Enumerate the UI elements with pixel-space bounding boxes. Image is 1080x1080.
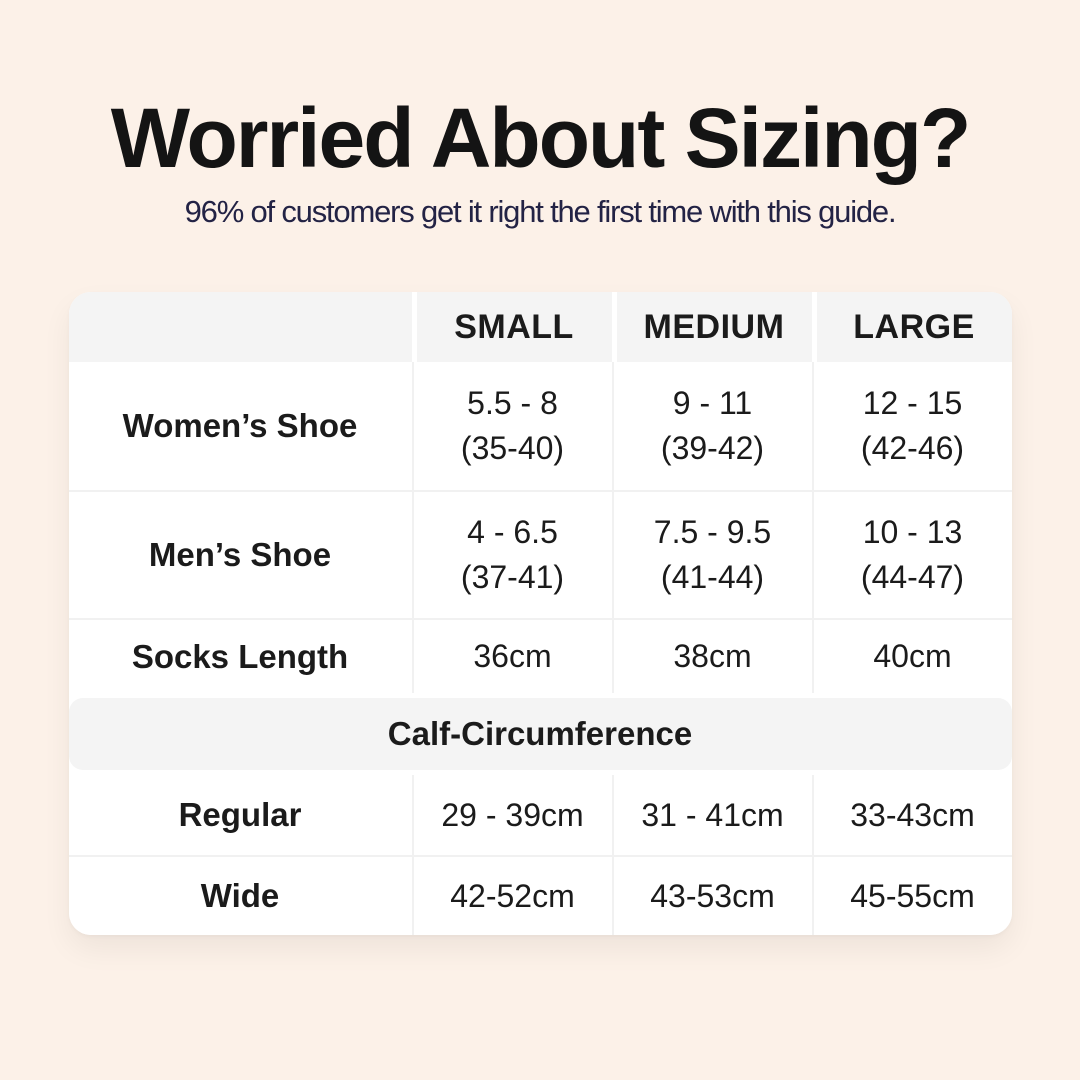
- value-line-eu: (41-44): [660, 559, 765, 596]
- cell-wide-large: 45-55cm: [811, 857, 1012, 936]
- cell-regular-large: 33-43cm: [811, 775, 1012, 856]
- row-label-womens-shoe: Women’s Shoe: [122, 407, 358, 445]
- table-row-socks-length: Socks Length 36cm 38cm 40cm: [68, 618, 1012, 694]
- cell-regular-small: 29 - 39cm: [411, 775, 612, 856]
- table-row-mens-shoe: Men’s Shoe 4 - 6.5 (37-41) 7.5 - 9.5 (41…: [68, 490, 1012, 619]
- cell-regular-medium: 31 - 41cm: [611, 775, 812, 856]
- value-line-eu: (44-47): [860, 559, 965, 596]
- cell-mens-medium: 7.5 - 9.5 (41-44): [611, 492, 812, 619]
- row-label-wide: Wide: [200, 877, 280, 915]
- page-subtitle: 96% of customers get it right the first …: [184, 194, 897, 230]
- value-line-us: 4 - 6.5: [467, 514, 558, 551]
- table-row-regular: Regular 29 - 39cm 31 - 41cm 33-43cm: [68, 775, 1012, 856]
- row-label-mens-shoe: Men’s Shoe: [148, 536, 332, 574]
- column-header-empty: [69, 292, 412, 362]
- cell-mens-small: 4 - 6.5 (37-41): [411, 492, 612, 619]
- row-label-regular: Regular: [178, 796, 302, 834]
- value-line-eu: (35-40): [460, 430, 565, 467]
- cell-wide-medium: 43-53cm: [611, 857, 812, 936]
- value-line-us: 12 - 15: [862, 385, 963, 422]
- value-line-us: 9 - 11: [672, 385, 753, 422]
- page-title: Worried About Sizing?: [110, 91, 972, 185]
- table-row-womens-shoe: Women’s Shoe 5.5 - 8 (35-40) 9 - 11 (39-…: [68, 362, 1012, 491]
- cell-womens-small: 5.5 - 8 (35-40): [411, 362, 612, 491]
- table-row-wide: Wide 42-52cm 43-53cm 45-55cm: [68, 855, 1012, 936]
- size-chart-table: SMALL MEDIUM LARGE Women’s Shoe 5.5 - 8 …: [68, 292, 1012, 936]
- section-header-calf-circumference: Calf-Circumference: [68, 698, 1012, 771]
- cell-socks-large: 40cm: [811, 620, 1012, 694]
- value-line-eu: (42-46): [860, 430, 965, 467]
- cell-womens-medium: 9 - 11 (39-42): [611, 362, 812, 491]
- cell-wide-small: 42-52cm: [411, 857, 612, 936]
- cell-socks-small: 36cm: [411, 620, 612, 694]
- value-line-us: 7.5 - 9.5: [653, 514, 772, 551]
- value-line-eu: (37-41): [460, 559, 565, 596]
- value-line-us: 10 - 13: [862, 514, 963, 551]
- cell-mens-large: 10 - 13 (44-47): [811, 492, 1012, 619]
- column-header-small: SMALL: [411, 292, 612, 363]
- column-header-large: LARGE: [811, 292, 1012, 363]
- value-line-eu: (39-42): [660, 430, 765, 467]
- value-line-us: 5.5 - 8: [467, 385, 558, 422]
- cell-socks-medium: 38cm: [611, 620, 812, 694]
- table-header-row: SMALL MEDIUM LARGE: [68, 292, 1012, 363]
- column-header-medium: MEDIUM: [611, 292, 812, 363]
- row-label-socks-length: Socks Length: [131, 637, 349, 675]
- cell-womens-large: 12 - 15 (42-46): [811, 362, 1012, 491]
